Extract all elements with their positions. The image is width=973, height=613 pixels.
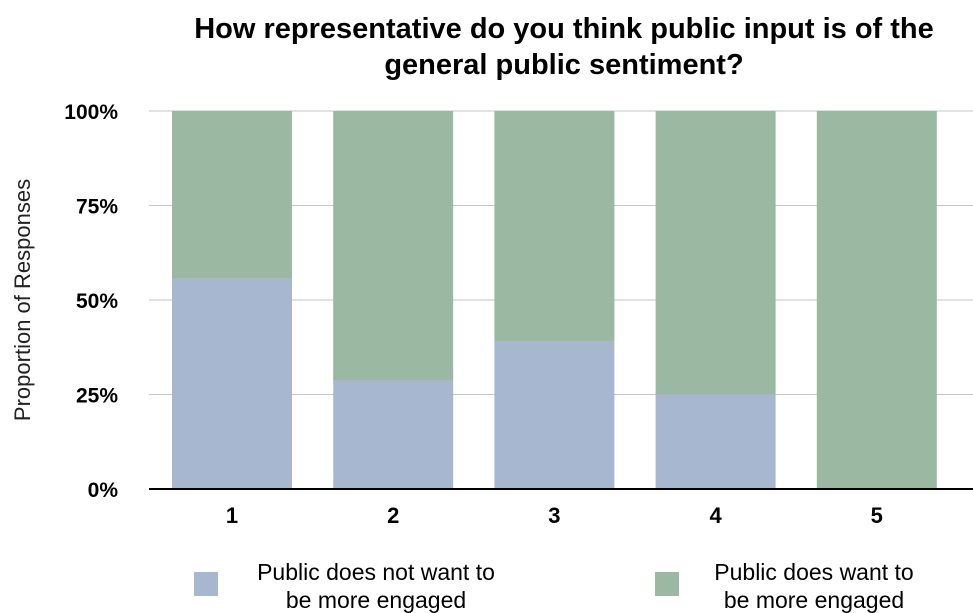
y-tick-label: 50% bbox=[76, 290, 118, 313]
y-tick-label: 0% bbox=[88, 479, 119, 502]
x-tick-label: 2 bbox=[387, 503, 399, 528]
bar-segment-engaged-2 bbox=[333, 111, 454, 381]
bar-segment-not-engaged-2 bbox=[333, 380, 454, 489]
bar-segment-not-engaged-1 bbox=[172, 278, 292, 489]
y-tick-label: 100% bbox=[64, 101, 118, 124]
x-tick-label: 1 bbox=[226, 503, 238, 528]
x-tick-label: 4 bbox=[709, 503, 722, 528]
bar-segment-engaged-1 bbox=[172, 111, 292, 279]
chart-title-line-2: general public sentiment? bbox=[384, 49, 743, 81]
bar-segment-not-engaged-3 bbox=[494, 341, 615, 489]
legend-label-not-engaged-line-2: be more engaged bbox=[286, 587, 466, 613]
bar-segment-engaged-4 bbox=[655, 111, 776, 395]
bars bbox=[172, 111, 937, 489]
x-tick-labels: 1 2 3 4 5 bbox=[226, 503, 883, 528]
bar-segment-engaged-3 bbox=[494, 111, 615, 342]
bar-segment-not-engaged-4 bbox=[655, 394, 776, 489]
legend-label-engaged-line-1: Public does want to bbox=[714, 559, 913, 585]
x-tick-label: 5 bbox=[871, 503, 883, 528]
legend-swatch-not-engaged bbox=[194, 572, 218, 596]
y-tick-labels: 0% 25% 50% 75% 100% bbox=[64, 101, 118, 502]
bar-segment-engaged-5 bbox=[816, 111, 937, 489]
y-axis-label: Proportion of Responses bbox=[10, 179, 35, 421]
legend: Public does not want to be more engaged … bbox=[194, 559, 914, 613]
y-tick-label: 75% bbox=[76, 196, 118, 219]
y-tick-label: 25% bbox=[76, 385, 118, 408]
chart-title-line-1: How representative do you think public i… bbox=[194, 13, 934, 45]
x-tick-label: 3 bbox=[548, 503, 560, 528]
legend-swatch-engaged bbox=[655, 572, 679, 596]
legend-label-not-engaged-line-1: Public does not want to bbox=[257, 559, 495, 585]
legend-label-engaged-line-2: be more engaged bbox=[724, 587, 904, 613]
